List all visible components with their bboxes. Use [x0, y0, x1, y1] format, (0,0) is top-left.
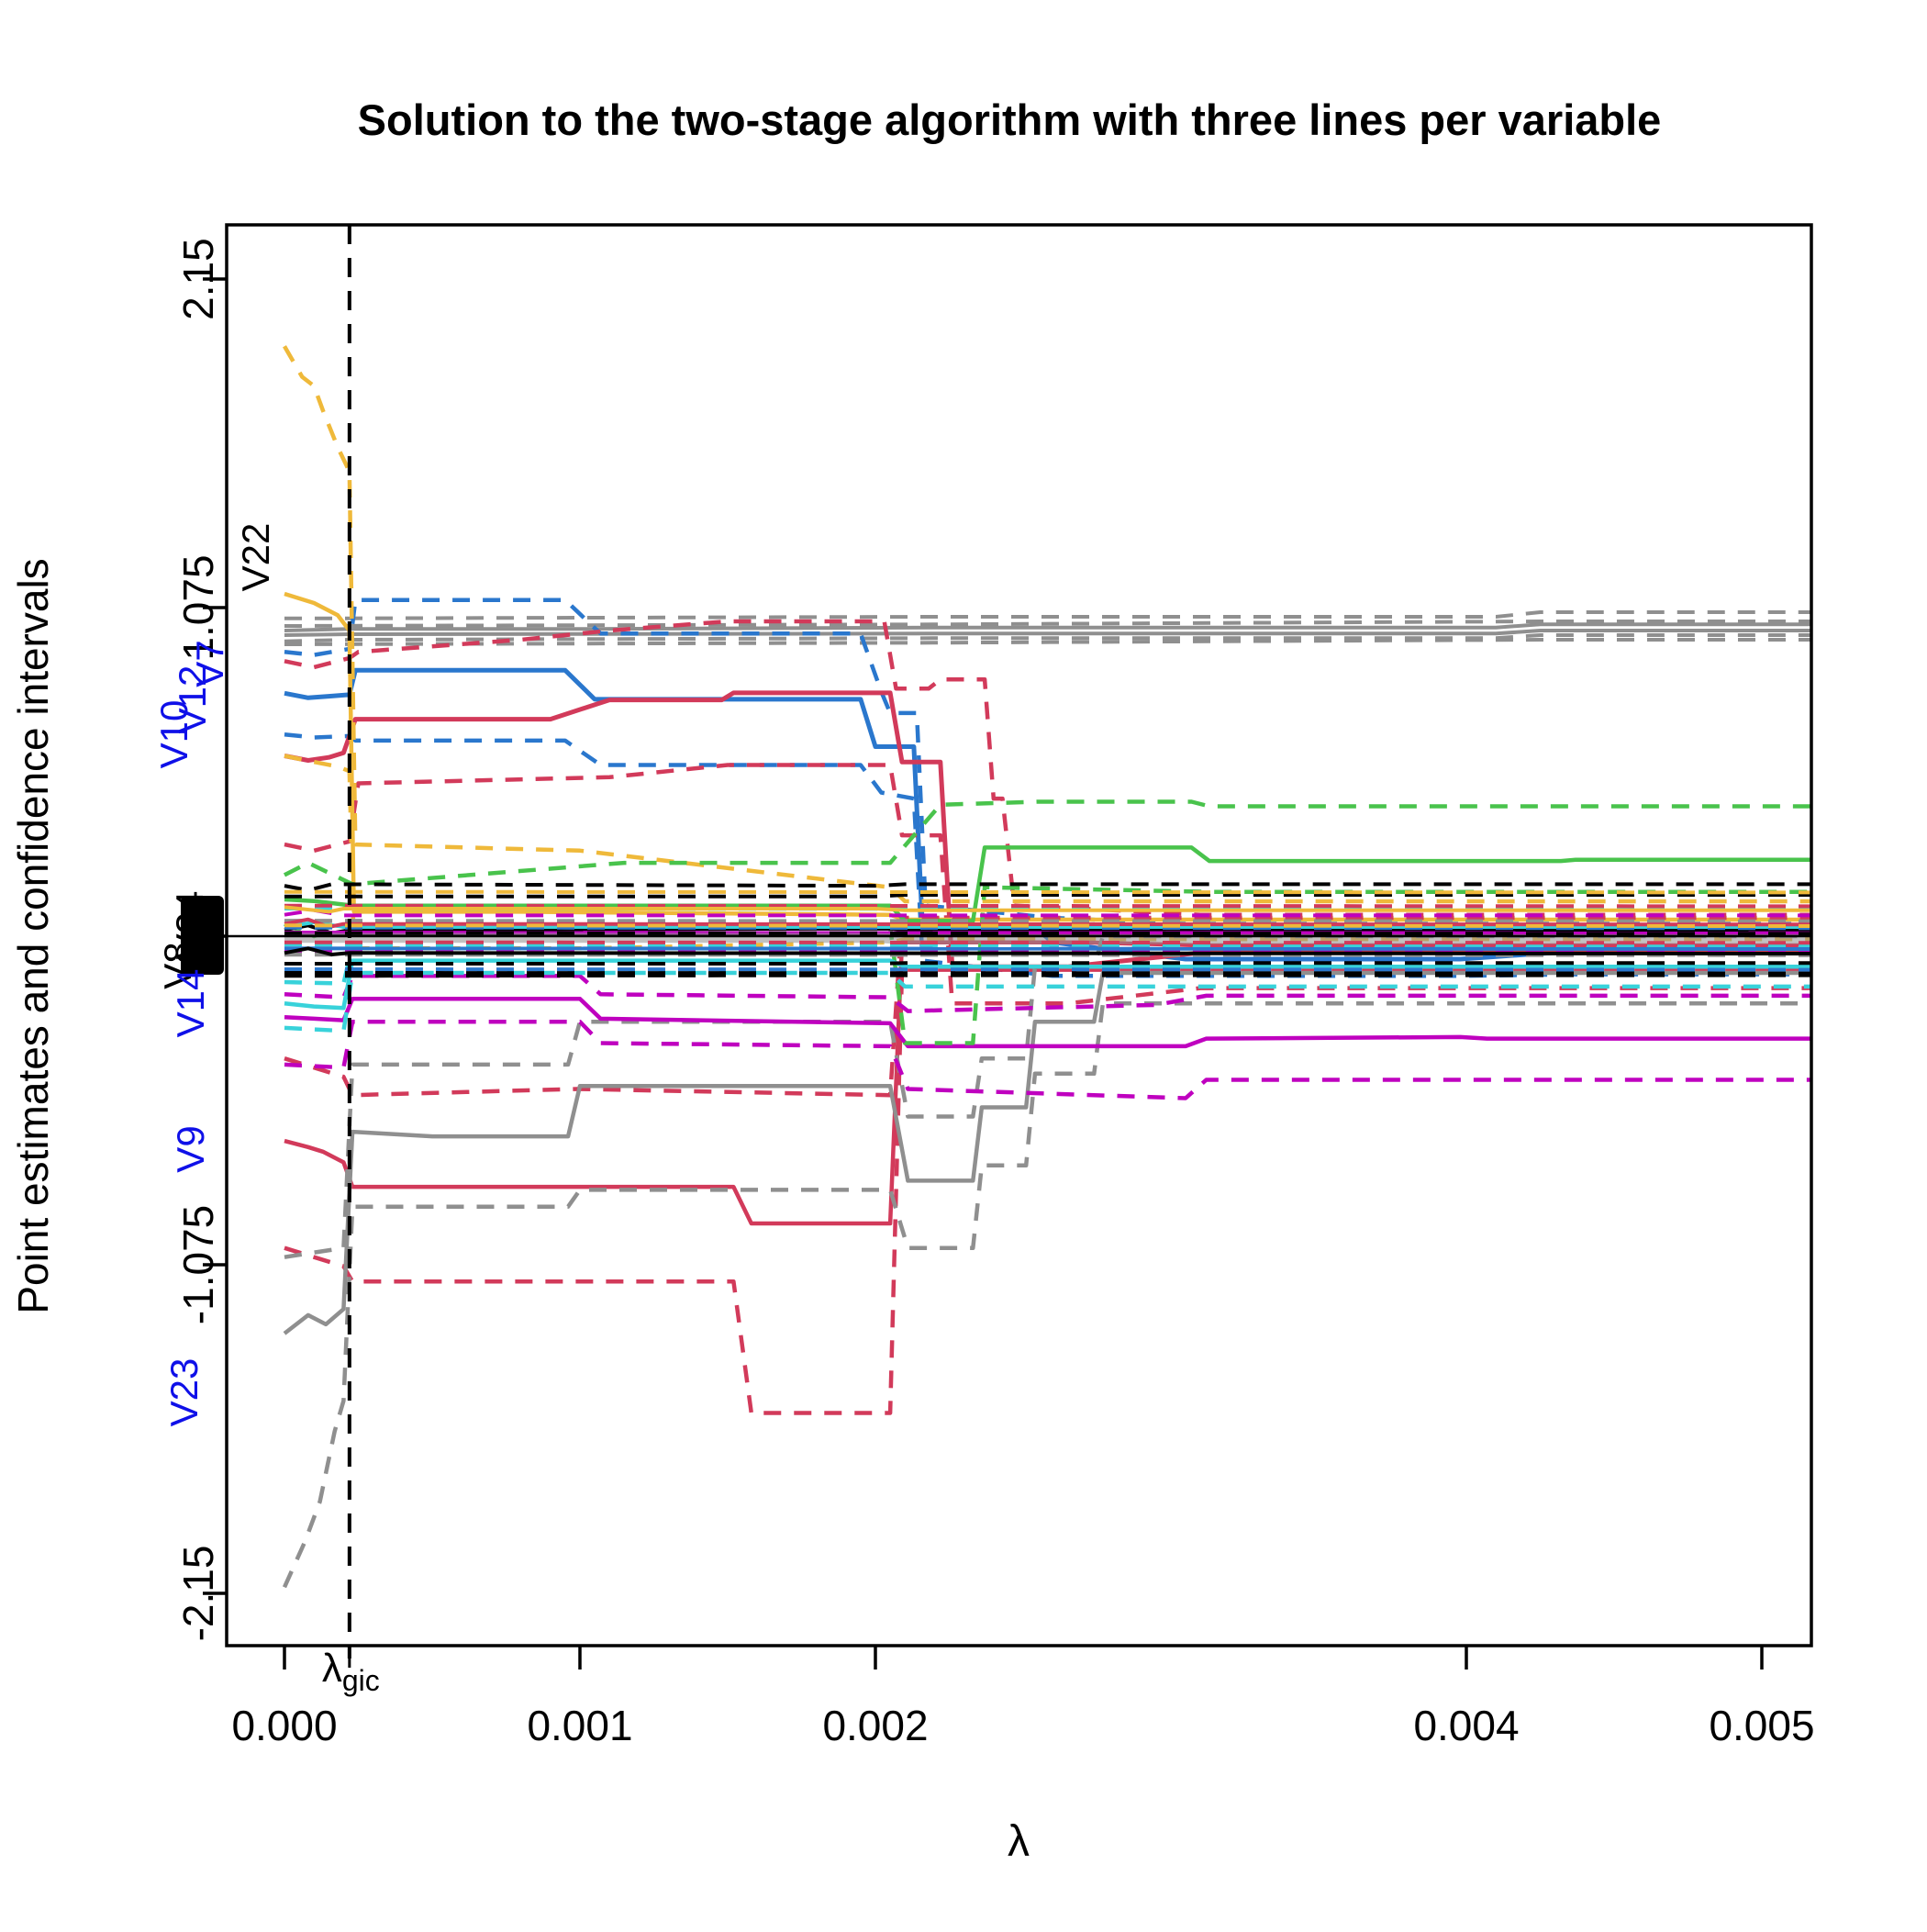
- x-axis-title: λ: [1008, 1817, 1030, 1866]
- y-tick-label: -2.15: [174, 1546, 222, 1642]
- variable-label-V14: V14: [169, 969, 212, 1038]
- series-cluster-blue-estimate: [284, 946, 1812, 951]
- series-magenta-neg-upper-ci: [284, 974, 1812, 1013]
- x-tick-label: 0.000: [231, 1702, 337, 1749]
- series-cluster-black-b-lower-ci: [284, 973, 1812, 978]
- x-tick-label: 0.004: [1413, 1702, 1519, 1749]
- variable-label-V12: V12: [171, 665, 214, 734]
- variable-label-V23: V23: [162, 1358, 206, 1427]
- chart-title: Solution to the two-stage algorithm with…: [358, 95, 1662, 144]
- series-blue-mid-estimate: [284, 667, 1812, 962]
- series-red-mid-upper-ci: [284, 619, 1812, 917]
- series-red-deep-lower-ci: [284, 967, 1812, 1415]
- series-gray-deep-upper-ci: [284, 933, 1812, 1259]
- variable-label-V9: V9: [169, 1125, 212, 1172]
- x-tick-label: 0.005: [1709, 1702, 1814, 1749]
- series-red-deep-estimate: [284, 940, 1812, 1226]
- variable-label-V8: V8: [156, 942, 199, 988]
- series-cluster-blue-lower-ci: [284, 967, 1812, 972]
- y-tick-label: 1.075: [174, 554, 222, 660]
- series-green-pos-upper-ci: [283, 799, 1812, 887]
- series-cluster-gold-lower-ci: [284, 923, 1812, 928]
- x-tick-label: 0.002: [822, 1702, 928, 1749]
- series-cluster-gold-upper-ci: [284, 889, 1812, 895]
- generated-plot-content: 2.151.0750-1.075-2.150.0000.0010.0020.00…: [152, 223, 1815, 1749]
- variable-label-V10: V10: [152, 700, 195, 769]
- series-gray-one-b-lower-ci: [284, 638, 1812, 646]
- y-axis-title: Point estimates and confidence intervals: [9, 558, 57, 1313]
- variable-label-V7: V7: [188, 640, 231, 687]
- series-cyan-neg-estimate: [284, 958, 1812, 1011]
- series-gray-deep-estimate: [283, 970, 1812, 1335]
- series-cluster-black-b-upper-ci: [284, 882, 1812, 892]
- series-cluster-red-upper-ci: [284, 903, 1812, 909]
- series-cluster-black-c-estimate: [284, 946, 1812, 956]
- series-gold-drop-upper-ci: [283, 345, 1812, 904]
- x-tick-label: 0.001: [527, 1702, 632, 1749]
- y-tick-label: -1.075: [174, 1205, 222, 1324]
- series-cluster-cyan-lower-ci: [284, 943, 1812, 947]
- series-cluster-black-a-upper-ci: [284, 893, 1812, 899]
- overlapping-labels-blob: [181, 896, 224, 975]
- series-cluster-black-a-lower-ci: [284, 961, 1812, 966]
- y-tick-label: 2.15: [174, 238, 222, 320]
- series-cluster-black-c-lower-ci: [284, 971, 1812, 976]
- series-magenta-neg-lower-ci: [284, 1019, 1812, 1100]
- series-gray-one-b-upper-ci: [284, 620, 1812, 628]
- series-cluster-gray-band-estimate: [284, 932, 1812, 944]
- series-cluster-blue-upper-ci: [284, 925, 1812, 931]
- series-cyan-neg-lower-ci: [284, 970, 1812, 1033]
- lambda-gic-label: λgic: [322, 1646, 380, 1697]
- series-gray-one-b-estimate: [284, 629, 1812, 637]
- series-cluster-red-lower-ci: [284, 940, 1812, 945]
- series-blue-mid-upper-ci: [284, 597, 1812, 926]
- series-cluster-gold-estimate: [284, 905, 1812, 914]
- series-gray-one-a-upper-ci: [284, 610, 1812, 620]
- variable-label-V22: V22: [234, 523, 277, 592]
- series-cluster-black-c-upper-ci: [284, 931, 1812, 936]
- variable-label-V34: V34: [168, 891, 211, 960]
